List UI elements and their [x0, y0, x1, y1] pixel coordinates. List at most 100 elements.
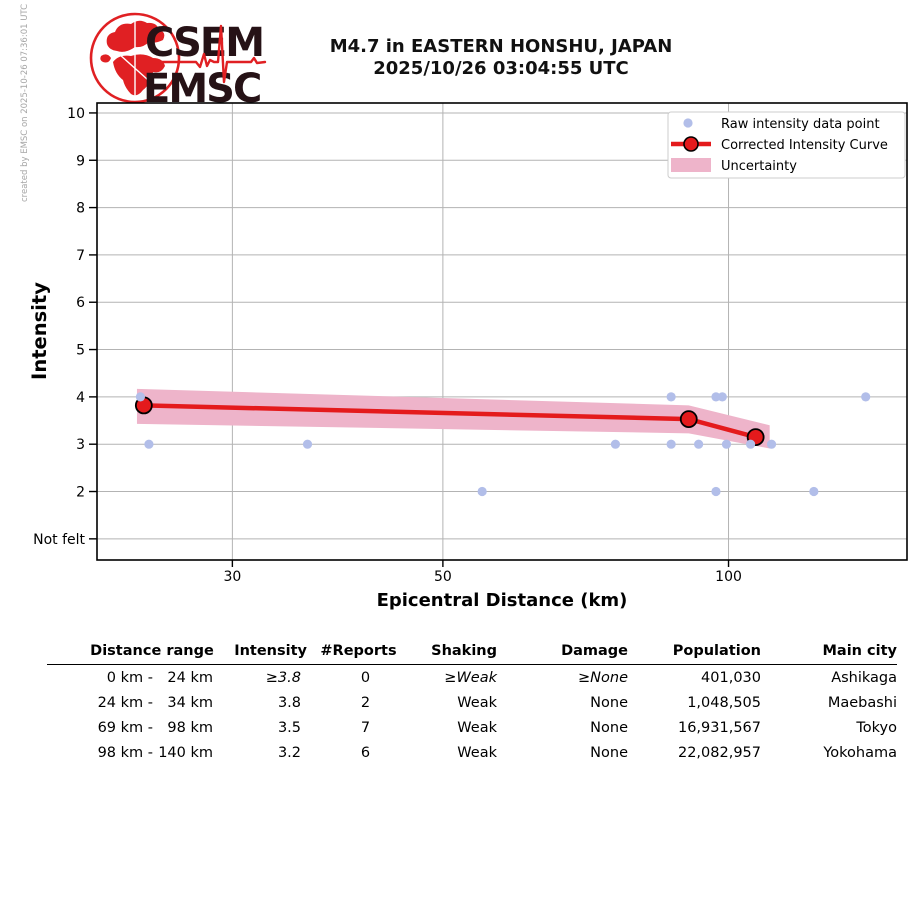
raw-data-point — [721, 439, 732, 449]
range-to: 140 km — [158, 744, 213, 761]
raw-data-point — [711, 486, 721, 497]
range-to: 98 km — [167, 719, 213, 736]
cell-distance-range: 98 km - 140 km — [47, 745, 217, 761]
range-from: 24 km - — [97, 694, 153, 711]
cell-population: 1,048,505 — [687, 694, 761, 711]
cell-reports: 0 — [360, 669, 371, 686]
plot-frame — [96, 102, 908, 561]
cell-intensity: 3.8 — [277, 694, 301, 711]
y-axis-label: Intensity — [28, 282, 51, 380]
legend-box — [667, 111, 906, 179]
raw-data-point — [144, 439, 154, 449]
table-row: 69 km - 98 km 3.5 7 Weak None 16,931,567 Tokyo — [47, 715, 897, 740]
x-tick-label: 30 — [223, 569, 241, 585]
y-tick-label: 4 — [76, 390, 85, 406]
cell-reports: 7 — [360, 719, 371, 736]
col-header-distance-range: Distance range — [90, 643, 214, 659]
chart-title: M4.7 in EASTERN HONSHU, JAPAN 2025/10/26… — [87, 36, 915, 80]
col-header-population: Population — [672, 643, 761, 659]
y-tick-label: 2 — [76, 485, 85, 501]
table-header-row: Distance range Intensity #Reports Shakin… — [47, 638, 897, 664]
range-to: 34 km — [167, 694, 213, 711]
range-to: 24 km — [167, 669, 213, 686]
cell-shaking: ≥Weak — [444, 669, 497, 686]
raw-data-point — [666, 439, 676, 449]
cell-damage: None — [590, 694, 628, 711]
title-line-2: 2025/10/26 03:04:55 UTC — [373, 58, 629, 79]
curve-marker — [679, 410, 698, 429]
cell-intensity: 3.5 — [277, 719, 301, 736]
y-tick-label: Not felt — [33, 532, 85, 548]
cell-reports: 6 — [360, 744, 371, 761]
cell-main-city: Tokyo — [856, 719, 897, 736]
y-tick-label: 6 — [76, 295, 85, 311]
col-header-intensity: Intensity — [234, 643, 307, 659]
cell-reports: 2 — [360, 694, 371, 711]
cell-population: 22,082,957 — [677, 744, 761, 761]
table-row: 0 km - 24 km ≥3.8 0 ≥Weak ≥None 401,030 Ashikag… — [47, 665, 897, 690]
y-tick-label: 5 — [76, 343, 85, 359]
table-row: 24 km - 34 km 3.8 2 Weak None 1,048,505 Maebash… — [47, 690, 897, 715]
col-header-reports: #Reports — [320, 643, 397, 659]
y-tick-label: 8 — [76, 201, 85, 217]
x-tick-label: 100 — [715, 569, 742, 585]
col-header-damage: Damage — [561, 643, 628, 659]
raw-data-point — [666, 392, 676, 402]
cell-distance-range: 0 km - 24 km — [47, 670, 217, 686]
legend-curve-marker-icon — [683, 136, 699, 152]
cell-shaking: Weak — [457, 694, 497, 711]
raw-data-point — [766, 439, 777, 449]
y-tick-label: 3 — [76, 437, 85, 453]
col-header-main-city: Main city — [822, 643, 897, 659]
globe-icon — [89, 12, 181, 104]
cell-shaking: Weak — [457, 744, 497, 761]
cell-distance-range: 69 km - 98 km — [47, 720, 217, 736]
x-tick-label: 50 — [434, 569, 452, 585]
cell-damage: None — [590, 719, 628, 736]
range-from: 0 km - — [106, 669, 153, 686]
uncertainty-band — [136, 388, 770, 449]
emsc-logo: CSEM EMSC — [89, 12, 267, 105]
range-from: 98 km - — [97, 744, 153, 761]
table-row: 98 km - 140 km 3.2 6 Weak None 22,082,957 Yokoh… — [47, 740, 897, 765]
cell-population: 16,931,567 — [677, 719, 761, 736]
raw-data-point — [745, 439, 756, 449]
raw-data-point — [861, 392, 871, 402]
y-tick-label: 9 — [76, 153, 85, 169]
cell-main-city: Yokohama — [823, 744, 897, 761]
raw-data-point — [717, 392, 727, 402]
cell-population: 401,030 — [701, 669, 761, 686]
legend-label: Corrected Intensity Curve — [721, 138, 888, 153]
legend-band-icon — [671, 158, 711, 172]
logo-text-emsc: EMSC — [143, 66, 260, 105]
cell-intensity: 3.2 — [277, 744, 301, 761]
raw-data-point — [302, 439, 313, 449]
y-tick-label: 10 — [67, 106, 85, 122]
legend-label: Uncertainty — [721, 159, 797, 174]
title-line-1: M4.7 in EASTERN HONSHU, JAPAN — [329, 36, 673, 57]
cell-main-city: Ashikaga — [831, 669, 897, 686]
raw-data-point — [610, 439, 621, 449]
raw-data-point — [135, 392, 146, 402]
raw-data-point — [809, 486, 819, 497]
cell-shaking: Weak — [457, 719, 497, 736]
table-header-rule — [47, 664, 897, 665]
raw-data-point — [694, 439, 704, 449]
cell-intensity: ≥3.8 — [265, 669, 301, 686]
table-body: 0 km - 24 km ≥3.8 0 ≥Weak ≥None 401,030 Ashikag… — [47, 665, 897, 765]
raw-data-point — [711, 392, 721, 402]
cell-main-city: Maebashi — [827, 694, 897, 711]
cell-distance-range: 24 km - 34 km — [47, 695, 217, 711]
legend-label: Raw intensity data point — [721, 117, 880, 132]
x-axis-label: Epicentral Distance (km) — [377, 590, 628, 611]
y-tick-label: 7 — [76, 248, 85, 264]
legend-raw-point-icon — [683, 118, 693, 128]
intensity-chart: 30 50 100 10 9 8 7 6 5 4 3 2 Not felt Epicentral Dist… — [28, 102, 908, 611]
raw-data-point — [477, 486, 487, 497]
cell-damage: None — [590, 744, 628, 761]
col-header-shaking: Shaking — [431, 643, 497, 659]
seismogram-trace-icon — [151, 24, 267, 84]
cell-damage: ≥None — [578, 669, 628, 686]
range-from: 69 km - — [97, 719, 153, 736]
